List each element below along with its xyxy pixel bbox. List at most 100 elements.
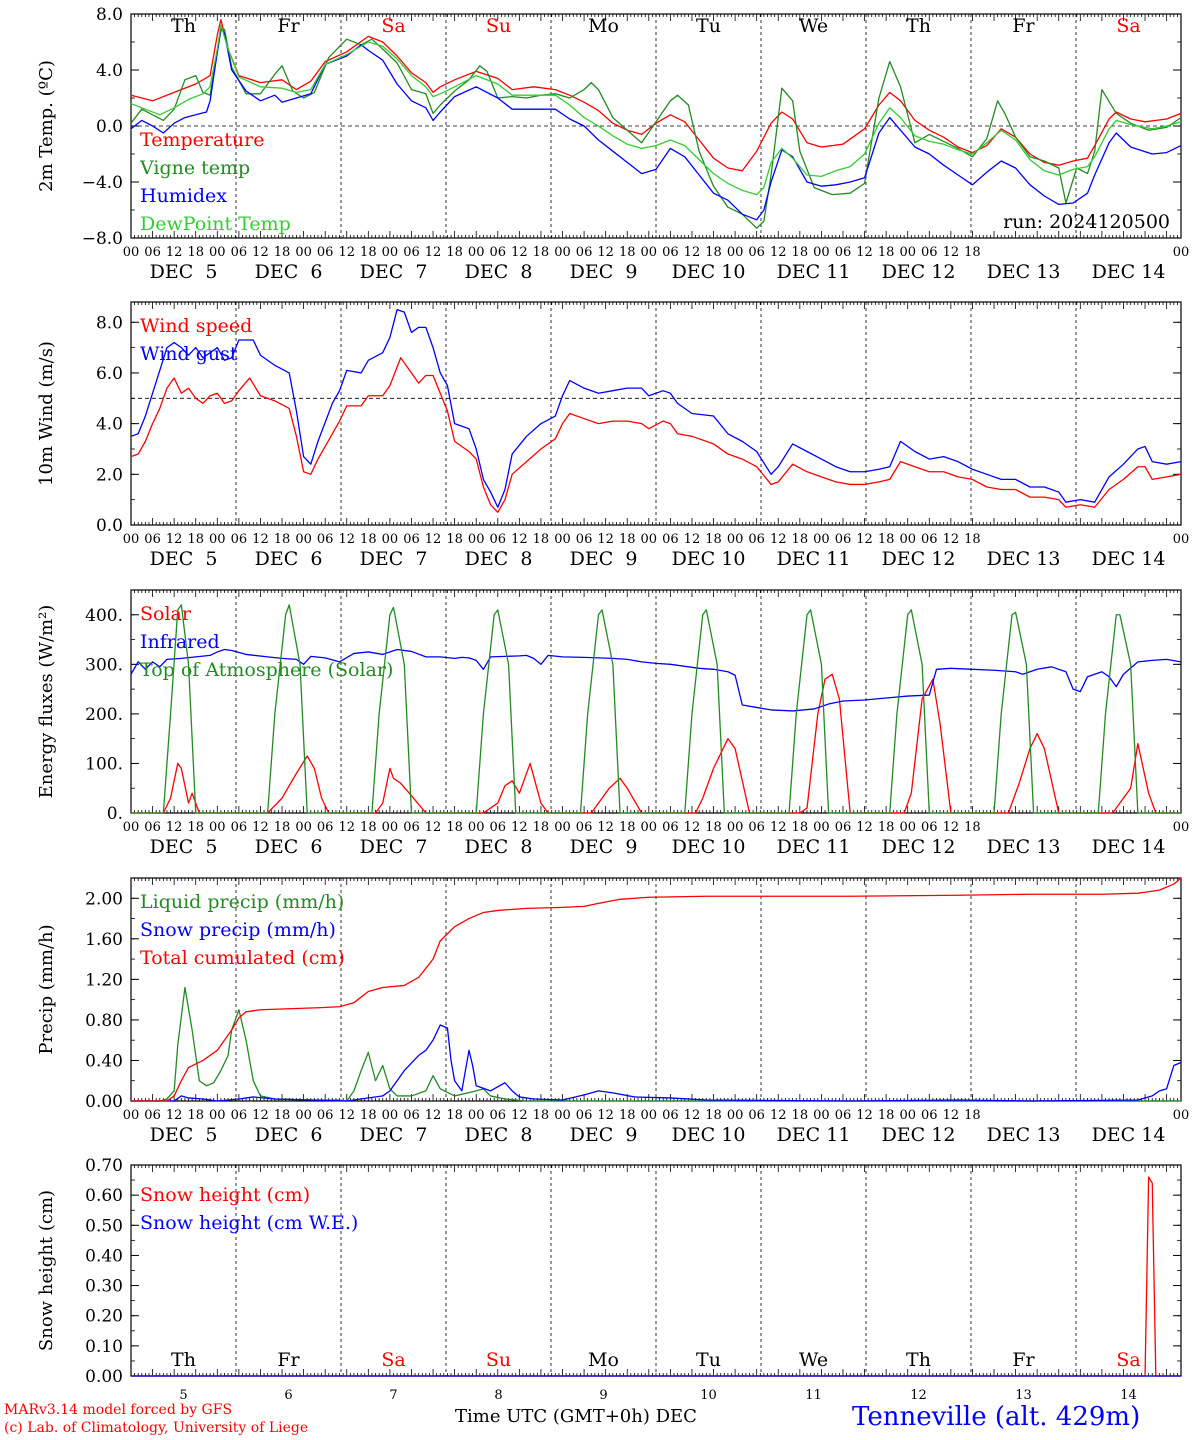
legend-entry: DewPoint Temp — [140, 213, 291, 235]
y-tick-label: 0.40 — [85, 1246, 123, 1266]
hour-tick-label: 06 — [748, 532, 765, 547]
hour-tick-label: 12 — [684, 245, 701, 260]
x-axis-title-suffix: DEC — [655, 1406, 697, 1427]
weekday-label: Mo — [588, 15, 619, 37]
y-axis-title: Snow height (cm) — [36, 1190, 57, 1351]
day-number-label: 5 — [179, 1388, 187, 1403]
hour-tick-label: 06 — [662, 820, 679, 835]
hour-tick-label: 06 — [490, 820, 507, 835]
hour-tick-label: 18 — [274, 245, 291, 260]
legend-entry: Infrared — [140, 631, 220, 653]
hour-tick-label: 18 — [878, 245, 895, 260]
date-label: DEC 8 — [465, 1124, 533, 1146]
hour-tick-label: 00 — [899, 532, 916, 547]
hour-tick-label: 00 — [382, 1108, 399, 1123]
hour-tick-label: 00 — [209, 245, 226, 260]
hour-tick-label: 06 — [317, 532, 334, 547]
y-tick-label: 0.0 — [96, 516, 123, 536]
hour-tick-label: 12 — [770, 245, 787, 260]
hour-tick-label: 06 — [921, 1108, 938, 1123]
hour-tick-label: 12 — [597, 1108, 614, 1123]
weekday-label: Su — [486, 15, 511, 37]
hour-tick-label: 00 — [468, 1108, 485, 1123]
y-tick-label: 0.10 — [85, 1337, 123, 1357]
hour-tick-label: 00 — [209, 532, 226, 547]
y-tick-label: 0.40 — [85, 1051, 123, 1071]
hour-tick-label: 06 — [835, 245, 852, 260]
hour-tick-label: 00 — [209, 1108, 226, 1123]
hour-tick-label: 18 — [533, 1108, 550, 1123]
y-tick-label: 0.80 — [85, 1011, 123, 1031]
hour-tick-label: 18 — [705, 820, 722, 835]
series-line-1 — [131, 986, 1181, 1102]
hour-tick-label: 18 — [274, 1108, 291, 1123]
date-label: DEC 8 — [465, 548, 533, 570]
hour-tick-label: 00 — [123, 245, 140, 260]
date-label: DEC 8 — [465, 836, 533, 858]
y-axis-title: 2m Temp. (ºC) — [36, 60, 57, 192]
date-label: DEC 14 — [1092, 836, 1166, 858]
weekday-label: Su — [486, 1349, 511, 1371]
date-label: DEC 5 — [150, 1124, 218, 1146]
y-tick-label: 1.20 — [85, 970, 123, 990]
hour-tick-label: 12 — [684, 532, 701, 547]
hour-tick-label: 00 — [813, 532, 830, 547]
date-label: DEC 12 — [882, 836, 956, 858]
hour-tick-label: 00 — [727, 532, 744, 547]
hour-tick-label: 06 — [144, 532, 161, 547]
day-number-label: 13 — [1015, 1388, 1032, 1403]
date-label: DEC 12 — [882, 261, 956, 283]
legend-entry: Humidex — [140, 185, 227, 207]
weekday-label: Th — [906, 1349, 931, 1371]
hour-tick-label: 18 — [360, 532, 377, 547]
y-tick-label: −4.0 — [82, 173, 123, 193]
hour-tick-label: 00 — [123, 532, 140, 547]
hour-tick-label: 12 — [943, 245, 960, 260]
hour-tick-label: 06 — [231, 245, 248, 260]
hour-tick-label: 12 — [856, 1108, 873, 1123]
hour-tick-label: 06 — [231, 820, 248, 835]
series-line-2 — [130, 28, 1182, 229]
x-axis-title-text: Time UTC (GMT+0h) — [455, 1406, 650, 1427]
hour-tick-label: 12 — [338, 820, 355, 835]
hour-tick-label: 06 — [576, 820, 593, 835]
weekday-label: Sa — [381, 15, 405, 37]
hour-tick-label: 18 — [619, 532, 636, 547]
hour-tick-label: 12 — [770, 820, 787, 835]
date-label: DEC 10 — [672, 1124, 746, 1146]
day-number-label: 8 — [494, 1388, 502, 1403]
panel-2: 0.0 2.0 4.0 6.0 8.0 10m Wind (m/s) Wind speed W… — [36, 301, 1189, 570]
hour-tick-label: 12 — [166, 532, 183, 547]
hour-tick-label: 00 — [1173, 820, 1190, 835]
hour-tick-label: 18 — [360, 245, 377, 260]
hour-tick-label: 12 — [511, 245, 528, 260]
hour-tick-label: 12 — [166, 820, 183, 835]
hour-tick-label: 12 — [425, 820, 442, 835]
hour-tick-label: 12 — [338, 245, 355, 260]
x-axis-title: Time UTC (GMT+0h) DEC — [455, 1406, 697, 1427]
y-tick-label: 300. — [85, 655, 123, 675]
hour-tick-label: 18 — [792, 532, 809, 547]
location-title: Tenneville (alt. 429m) — [852, 1402, 1141, 1432]
footer-credit-line: (c) Lab. of Climatology, University of L… — [4, 1420, 309, 1436]
legend-entry: Snow height (cm W.E.) — [140, 1212, 358, 1234]
hour-tick-label: 12 — [425, 532, 442, 547]
weekday-label: Th — [906, 15, 931, 37]
hour-tick-label: 00 — [1173, 245, 1190, 260]
y-tick-label: 400. — [85, 606, 123, 626]
hour-tick-label: 18 — [360, 820, 377, 835]
y-tick-label: 0.60 — [85, 1186, 123, 1206]
date-label: DEC 12 — [882, 1124, 956, 1146]
hour-tick-label: 12 — [856, 245, 873, 260]
panel-4: 0.00 0.40 0.80 1.20 1.60 2.00 Precip (mm/h) Liq… — [36, 877, 1189, 1146]
legend-entry: Solar — [140, 603, 192, 625]
hour-tick-label: 06 — [576, 245, 593, 260]
weekday-label: Mo — [588, 1349, 619, 1371]
legend-entry: Liquid precip (mm/h) — [140, 891, 344, 913]
weekday-label: Tu — [696, 15, 721, 37]
hour-tick-label: 12 — [166, 245, 183, 260]
hour-tick-label: 00 — [295, 532, 312, 547]
hour-tick-label: 18 — [360, 1108, 377, 1123]
hour-tick-label: 18 — [792, 245, 809, 260]
